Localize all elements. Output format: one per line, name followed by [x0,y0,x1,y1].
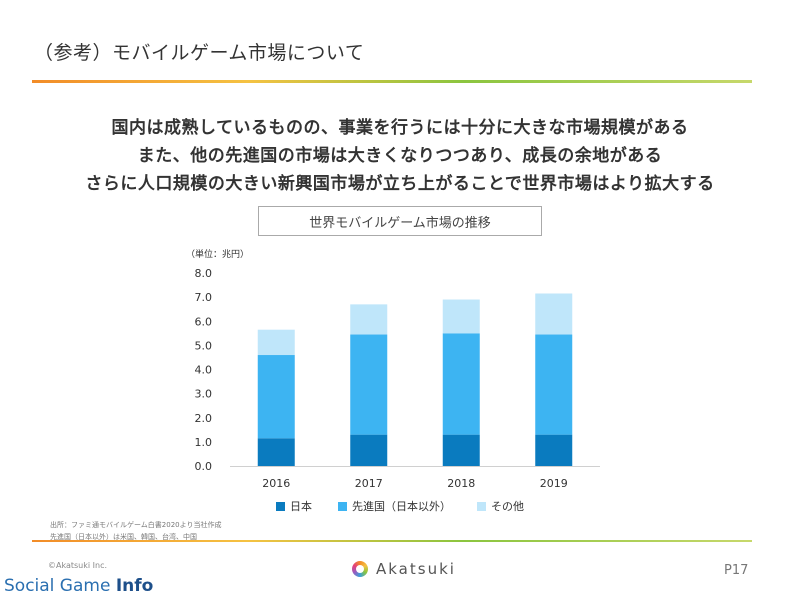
company-logo: Akatsuki [352,560,456,578]
bar-segment [257,355,295,439]
chart-unit-label: （単位：兆円） [186,250,250,260]
source-notes: 出所：ファミ通モバイルゲーム白書2020より当社作成 先進国（日本以外）は米国、… [50,519,221,543]
x-tick-label: 2018 [447,477,475,490]
legend-item: 先進国（日本以外） [338,498,451,514]
headline-3: さらに人口規模の大きい新興国市場が立ち上がることで世界市場はより拡大する [85,174,715,194]
y-tick-label: 1.0 [195,436,213,449]
page-title: （参考）モバイルゲーム市場について [34,42,365,64]
x-tick-label: 2017 [355,477,383,490]
legend-item: その他 [477,498,524,514]
chart-legend: 日本 先進国（日本以外） その他 [0,498,800,514]
y-tick-label: 5.0 [195,339,213,352]
bar-segment [442,333,480,435]
bar-segment [350,334,388,435]
legend-swatch [477,501,486,511]
legend-label: その他 [491,500,524,513]
chart-title: 世界モバイルゲーム市場の推移 [258,206,542,236]
bar-segment [442,299,480,334]
y-tick-label: 0.0 [195,460,213,473]
bar-segment [535,334,573,435]
y-tick-label: 4.0 [195,364,213,377]
definition-note: 先進国（日本以外）は米国、韓国、台湾、中国 [50,533,197,541]
logo-text: Akatsuki [376,560,456,578]
bar-segment [350,434,388,466]
bar-segment [535,293,573,335]
bottom-divider [32,540,752,542]
bar-segment [535,434,573,466]
y-tick-label: 7.0 [195,291,213,304]
legend-label: 日本 [290,500,312,513]
legend-label: 先進国（日本以外） [352,500,451,513]
legend-swatch [276,501,285,511]
bar-segment [350,304,388,335]
bar-segment [257,329,295,356]
source-note: 出所：ファミ通モバイルゲーム白書2020より当社作成 [50,521,222,529]
x-tick-label: 2016 [262,477,290,490]
top-divider [32,80,752,83]
copyright: ©Akatsuki Inc. [48,561,108,570]
logo-ring-icon [352,561,368,577]
bar-segment [257,438,295,466]
headline-2: また、他の先進国の市場は大きくなりつつあり、成長の余地がある [137,146,663,166]
y-tick-label: 2.0 [195,412,213,425]
headline-1: 国内は成熟しているものの、事業を行うには十分に大きな市場規模がある [111,118,689,138]
page-number: P17 [724,563,749,578]
y-tick-label: 8.0 [195,267,213,280]
y-tick-label: 3.0 [195,388,213,401]
bar-segment [442,434,480,466]
watermark-main: Social Game [4,576,116,596]
watermark-bold: Info [115,576,154,596]
watermark: Social Game Info [4,576,153,596]
legend-swatch [338,501,347,511]
x-tick-label: 2019 [540,477,568,490]
legend-item: 日本 [276,498,312,514]
y-tick-label: 6.0 [195,315,213,328]
